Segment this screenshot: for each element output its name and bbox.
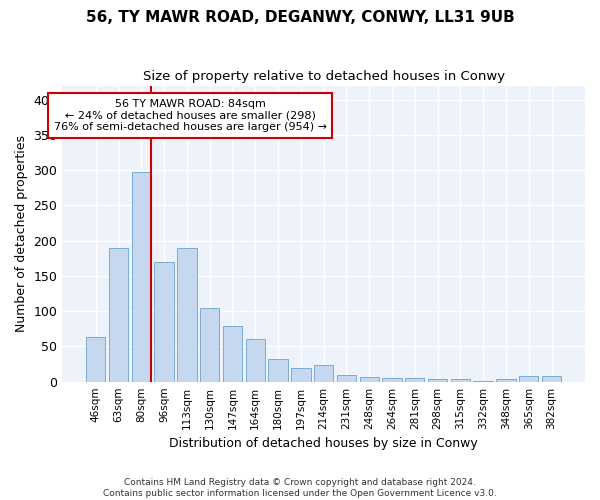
Title: Size of property relative to detached houses in Conwy: Size of property relative to detached ho… (143, 70, 505, 83)
Text: Contains HM Land Registry data © Crown copyright and database right 2024.
Contai: Contains HM Land Registry data © Crown c… (103, 478, 497, 498)
Bar (200, 308, 220, 382)
Bar (86, 338, 106, 382)
Bar (382, 378, 402, 382)
Bar (473, 381, 493, 382)
Text: 56 TY MAWR ROAD: 84sqm
← 24% of detached houses are smaller (298)
76% of semi-de: 56 TY MAWR ROAD: 84sqm ← 24% of detached… (54, 99, 327, 132)
Bar (154, 262, 174, 382)
X-axis label: Distribution of detached houses by size in Conwy: Distribution of detached houses by size … (169, 437, 478, 450)
Bar (359, 376, 379, 382)
Bar (131, 172, 151, 382)
Bar (314, 365, 334, 382)
Bar (496, 379, 515, 382)
Bar (223, 326, 242, 382)
Bar (337, 376, 356, 382)
Bar (451, 379, 470, 382)
Bar (268, 359, 288, 382)
Y-axis label: Number of detached properties: Number of detached properties (15, 135, 28, 332)
Bar (405, 378, 424, 382)
Bar (245, 340, 265, 382)
Bar (428, 379, 447, 382)
Text: 56, TY MAWR ROAD, DEGANWY, CONWY, LL31 9UB: 56, TY MAWR ROAD, DEGANWY, CONWY, LL31 9… (86, 10, 514, 25)
Bar (109, 248, 128, 382)
Bar (519, 376, 538, 382)
Bar (177, 248, 197, 382)
Bar (542, 376, 561, 382)
Bar (291, 368, 311, 382)
